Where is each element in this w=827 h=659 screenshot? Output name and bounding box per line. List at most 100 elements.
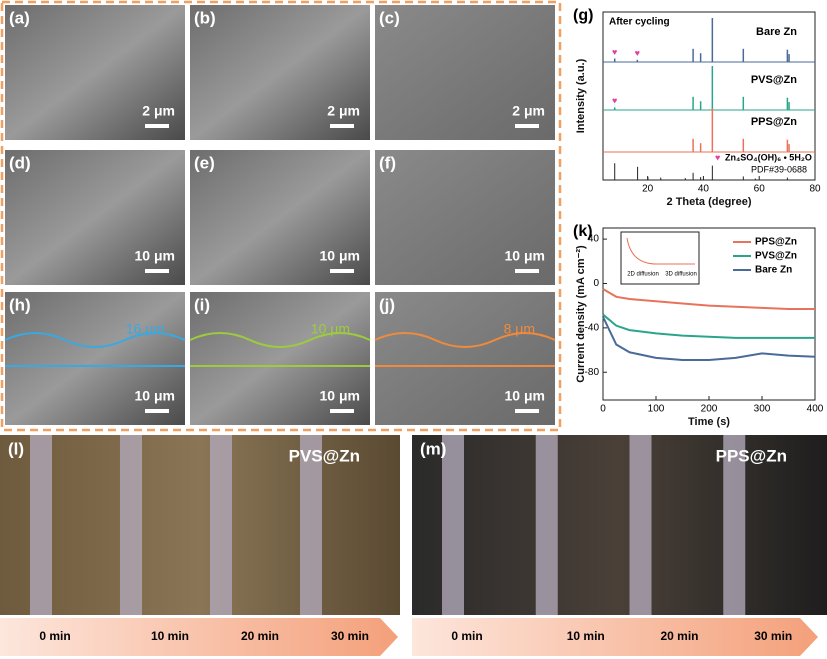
legend-label: PVS@Zn <box>751 74 797 86</box>
scale-bar-label: 2 μm <box>142 103 175 119</box>
sem-image <box>190 150 370 285</box>
legend-label: PPS@Zn <box>755 237 797 248</box>
phase-marker: ♥ <box>612 96 617 106</box>
panel-label: (f) <box>379 153 396 172</box>
thickness-outline <box>374 332 556 367</box>
time-label: 20 min <box>241 629 279 643</box>
scale-bar <box>330 269 354 273</box>
zn-electrode <box>723 435 746 615</box>
x-tick-label: 100 <box>648 404 665 415</box>
panel-frame <box>0 0 562 432</box>
series-line <box>602 288 815 311</box>
scale-bar-label: 10 μm <box>135 388 175 404</box>
phase-marker: ♥ <box>612 47 617 57</box>
panel-label: (c) <box>379 8 400 27</box>
inset-label: 2D diffusion <box>627 272 659 278</box>
time-label: 30 min <box>754 629 792 643</box>
scale-bar-label: 2 μm <box>512 103 545 119</box>
reference-name: PDF#39-0688 <box>751 164 807 174</box>
x-axis-label: 2 Theta (degree) <box>667 196 752 208</box>
y-axis-label: Current density (mA cm⁻²) <box>575 245 587 383</box>
zn-electrode <box>300 435 322 615</box>
legend-label: PVS@Zn <box>755 251 797 262</box>
x-tick-label: 400 <box>807 404 824 415</box>
x-tick-label: 40 <box>698 184 710 195</box>
y-tick-label: -40 <box>585 323 600 334</box>
inset-label: 3D diffusion <box>665 272 697 278</box>
optical-image <box>0 435 400 615</box>
x-axis-label: Time (s) <box>688 416 730 428</box>
x-tick-label: 80 <box>809 184 821 195</box>
scale-bar-label: 10 μm <box>505 388 545 404</box>
panel-label: (e) <box>194 153 215 172</box>
x-tick-label: 60 <box>754 184 766 195</box>
x-tick-label: 200 <box>701 404 718 415</box>
panel-label: (a) <box>9 8 30 27</box>
sem-image <box>375 5 555 140</box>
panel-label: (k) <box>573 223 593 240</box>
scale-bar <box>145 269 169 273</box>
legend-label: PPS@Zn <box>751 116 797 128</box>
time-arrow <box>0 618 398 656</box>
sem-image <box>375 150 555 285</box>
scale-bar-label: 10 μm <box>135 248 175 264</box>
scale-bar-label: 10 μm <box>320 388 360 404</box>
legend-label: Bare Zn <box>756 26 797 38</box>
panel-label: (b) <box>194 8 216 27</box>
scale-bar-label: 10 μm <box>505 248 545 264</box>
inset <box>620 231 700 285</box>
zn-electrode <box>210 435 232 615</box>
y-tick-label: 0 <box>593 278 599 289</box>
scale-bar-label: 10 μm <box>320 248 360 264</box>
time-label: 0 min <box>39 629 70 643</box>
annotation: After cycling <box>609 17 670 28</box>
scale-bar <box>145 124 169 128</box>
sem-image <box>375 292 555 425</box>
scale-bar <box>515 269 539 273</box>
sample-label: PPS@Zn <box>716 446 787 465</box>
scale-bar <box>330 124 354 128</box>
zn-electrode <box>30 435 52 615</box>
sem-image <box>190 292 370 425</box>
series-line <box>602 313 815 339</box>
scale-bar <box>515 409 539 413</box>
panel-label: (m) <box>420 439 446 458</box>
time-label: 30 min <box>331 629 369 643</box>
thickness-label: 8 μm <box>504 321 535 337</box>
sem-image <box>5 5 185 140</box>
panel-label: (l) <box>8 439 24 458</box>
panel-label: (d) <box>9 153 31 172</box>
scale-bar <box>515 124 539 128</box>
x-tick-label: 300 <box>754 404 771 415</box>
thickness-label: 16 μm <box>126 321 165 337</box>
thickness-label: 10 μm <box>311 321 350 337</box>
scale-bar <box>145 409 169 413</box>
thickness-outline <box>4 332 186 367</box>
panel-label: (g) <box>573 7 593 24</box>
legend-label: Bare Zn <box>755 265 792 276</box>
time-label: 10 min <box>151 629 189 643</box>
optical-image <box>412 435 827 615</box>
reference-phase: Zn₄SO₄(OH)₆ • 5H₂O <box>725 152 812 162</box>
time-label: 10 min <box>567 629 605 643</box>
x-tick-label: 20 <box>642 184 654 195</box>
panel-label: (i) <box>194 295 210 314</box>
time-arrow <box>412 618 818 656</box>
y-tick-label: 40 <box>588 234 600 245</box>
plot-frame <box>602 11 816 181</box>
zn-electrode <box>442 435 464 615</box>
time-label: 0 min <box>451 629 482 643</box>
thickness-outline <box>189 332 371 367</box>
inset-curve <box>626 237 695 265</box>
x-tick-label: 0 <box>600 404 606 415</box>
sem-image <box>190 5 370 140</box>
y-tick-label: -80 <box>585 367 600 378</box>
time-label: 20 min <box>660 629 698 643</box>
phase-marker: ♥ <box>715 152 720 162</box>
zn-electrode <box>629 435 652 615</box>
y-axis-label: Intensity (a.u.) <box>575 58 587 133</box>
zn-electrode <box>535 435 558 615</box>
panel-label: (h) <box>9 295 31 314</box>
sample-label: PVS@Zn <box>289 446 360 465</box>
